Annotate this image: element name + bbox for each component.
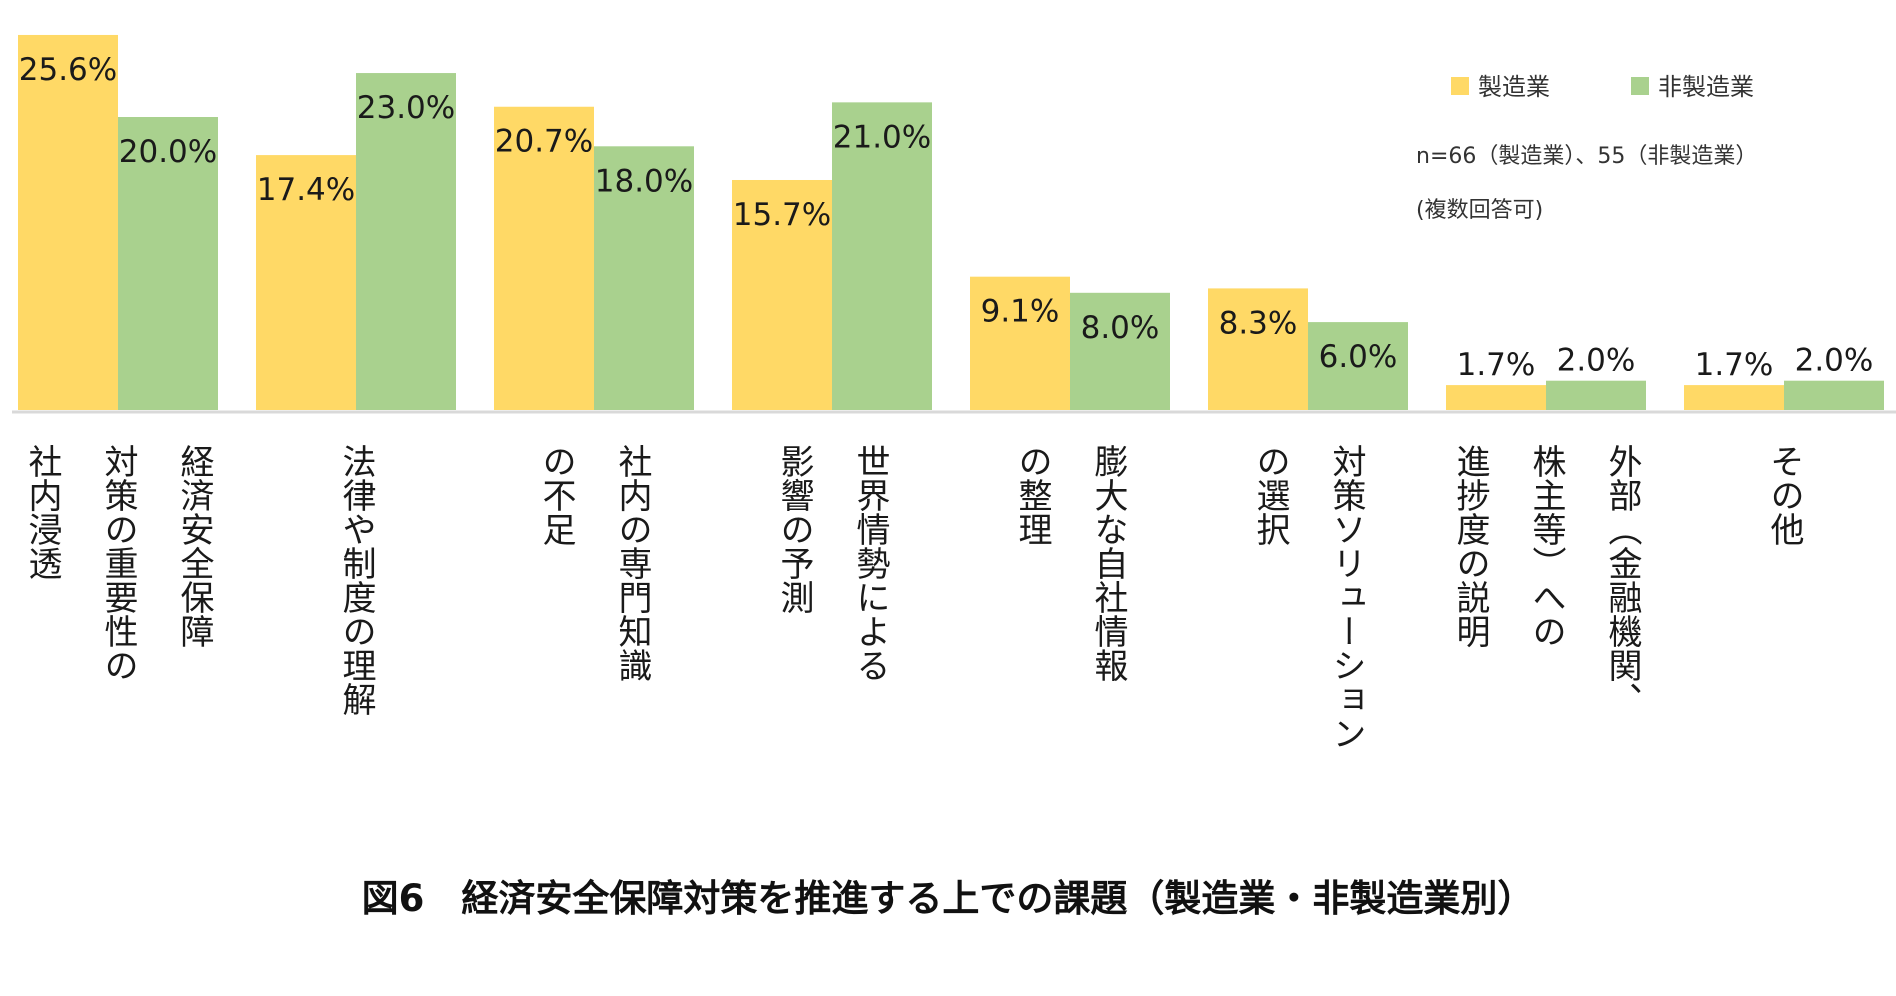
category-label-4-1: 膨大な自社情報 (1088, 444, 1128, 682)
bar-manufacturing-3 (732, 179, 832, 410)
category-label-3-1: 世界情勢による (850, 444, 890, 682)
category-label-0-1: 対策の重要性の (98, 444, 138, 682)
bar-non-manufacturing-2 (594, 146, 694, 411)
category-label-2-0: の不足 (536, 444, 576, 546)
category-label-2-1: 社内の専門知識 (612, 444, 652, 682)
category-label-5-1: 対策ソリューション (1326, 444, 1366, 750)
value-label-manufacturing-5: 8.3% (1219, 305, 1298, 341)
legend-swatch-non-manufacturing (1631, 77, 1649, 95)
value-label-non-manufacturing-4: 8.0% (1081, 310, 1160, 346)
value-label-non-manufacturing-5: 6.0% (1319, 339, 1398, 375)
value-label-manufacturing-7: 1.7% (1695, 347, 1774, 383)
bar-non-manufacturing-6 (1546, 380, 1646, 410)
bar-manufacturing-7 (1684, 385, 1784, 410)
value-label-manufacturing-0: 25.6% (19, 52, 117, 88)
bar-manufacturing-5 (1208, 288, 1308, 410)
bar-non-manufacturing-7 (1784, 380, 1884, 410)
sample-size-note: n=66（製造業）、55（非製造業） (1416, 144, 1757, 169)
value-label-non-manufacturing-3: 21.0% (833, 119, 931, 155)
bar-manufacturing-4 (970, 276, 1070, 410)
category-label-0-0: 社内浸透 (22, 444, 62, 580)
bars-group: 25.6% 20.0% 17.4% 23.0% 20.7%18.0% 15.7% 21.0%… (18, 34, 1884, 411)
bar-chart: 25.6% 20.0% 17.4% 23.0% 20.7%18.0% 15.7% 21.0%… (12, 34, 1896, 750)
value-label-manufacturing-6: 1.7% (1457, 347, 1536, 383)
legend-swatch-manufacturing (1451, 77, 1469, 95)
bar-non-manufacturing-0 (118, 117, 218, 410)
bar-non-manufacturing-4 (1070, 292, 1170, 410)
bar-non-manufacturing-5 (1308, 322, 1408, 410)
category-label-4-0: の整理 (1012, 444, 1052, 546)
value-label-non-manufacturing-7: 2.0% (1795, 343, 1874, 379)
bar-manufacturing-6 (1446, 385, 1546, 410)
category-label-3-0: 影響の予測 (774, 444, 814, 614)
value-label-manufacturing-3: 15.7% (733, 197, 831, 233)
category-label-5-0: の選択 (1250, 444, 1290, 546)
category-label-6-1: 株主等）への (1526, 444, 1566, 648)
bar-non-manufacturing-1 (356, 73, 456, 411)
value-label-non-manufacturing-6: 2.0% (1557, 343, 1636, 379)
legend: 製造業 非製造業 (1451, 73, 1754, 101)
value-label-non-manufacturing-0: 20.0% (119, 134, 217, 170)
value-label-non-manufacturing-2: 18.0% (595, 163, 693, 199)
bar-non-manufacturing-3 (832, 102, 932, 410)
bar-manufacturing-0 (18, 34, 118, 411)
category-label-6-0: 進捗度の説明 (1450, 444, 1490, 648)
value-label-manufacturing-2: 20.7% (495, 124, 593, 160)
category-label-7-0: その他 (1764, 444, 1804, 546)
bar-manufacturing-2 (494, 106, 594, 411)
value-label-manufacturing-1: 17.4% (257, 172, 355, 208)
category-label-0-2: 経済安全保障 (174, 444, 214, 648)
figure-caption: 図6 経済安全保障対策を推進する上での課題（製造業・非製造業別） (361, 877, 1535, 920)
multiple-answer-note: (複数回答可) (1416, 198, 1543, 223)
bar-manufacturing-1 (256, 155, 356, 410)
legend-label-manufacturing: 製造業 (1478, 73, 1550, 101)
value-label-manufacturing-4: 9.1% (981, 294, 1060, 330)
legend-label-non-manufacturing: 非製造業 (1658, 73, 1754, 101)
category-label-1-0: 法律や制度の理解 (336, 444, 376, 716)
value-label-non-manufacturing-1: 23.0% (357, 90, 455, 126)
category-label-6-2: 外部（金融機関、 (1602, 444, 1642, 716)
category-labels: 社内浸透 対策の重要性の 経済安全保障 法律や制度の理解 の不足 社内の専門知識 影響の予測… (22, 444, 1804, 750)
